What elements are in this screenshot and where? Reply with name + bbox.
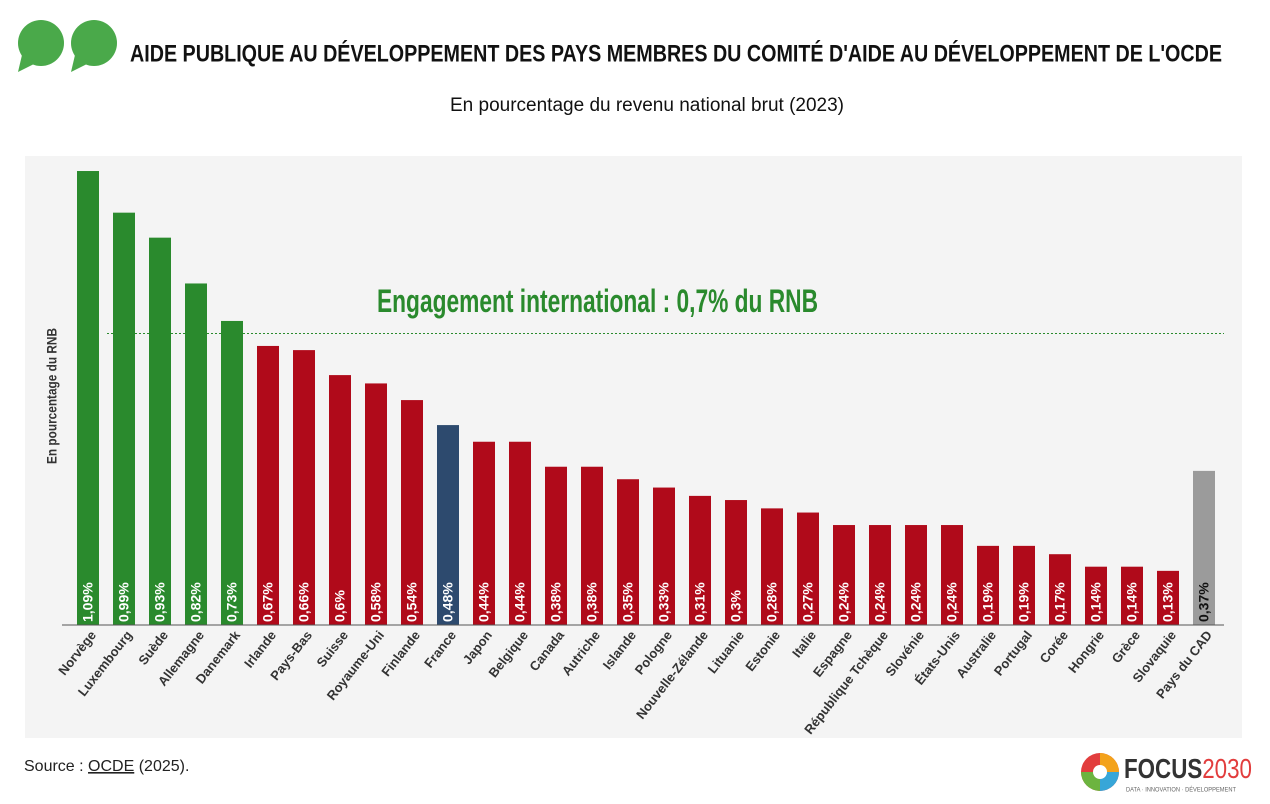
source: Source : OCDE (2025). bbox=[24, 758, 189, 775]
value-label: 0,14% bbox=[1088, 582, 1104, 622]
logo-tagline: DATA · INNOVATION · DÉVELOPPEMENT bbox=[1126, 787, 1236, 794]
value-label: 0,37% bbox=[1196, 582, 1212, 622]
value-label: 0,44% bbox=[476, 582, 492, 622]
value-label: 0,38% bbox=[548, 582, 564, 622]
value-label: 0,14% bbox=[1124, 582, 1140, 622]
value-label: 0,3% bbox=[728, 590, 744, 622]
bar bbox=[257, 345, 279, 625]
bar bbox=[545, 466, 567, 625]
bar bbox=[365, 383, 387, 625]
value-label: 0,19% bbox=[980, 582, 996, 622]
bar bbox=[1049, 554, 1071, 625]
logo-name: FOCUS bbox=[1124, 753, 1202, 784]
bar bbox=[581, 466, 603, 625]
bar bbox=[1193, 470, 1215, 625]
bar bbox=[437, 425, 459, 625]
bar bbox=[1157, 570, 1179, 625]
bar bbox=[113, 212, 135, 626]
bar bbox=[905, 525, 927, 625]
bar bbox=[1013, 545, 1035, 625]
value-label: 0,31% bbox=[692, 582, 708, 622]
value-label: 0,35% bbox=[620, 582, 636, 622]
chart-subtitle: En pourcentage du revenu national brut (… bbox=[450, 95, 844, 116]
value-label: 0,48% bbox=[440, 582, 456, 622]
value-label: 0,24% bbox=[836, 582, 852, 622]
bar bbox=[509, 441, 531, 625]
bar bbox=[77, 171, 99, 625]
bar bbox=[797, 512, 819, 625]
reference-label: Engagement international : 0,7% du RNB bbox=[377, 283, 818, 319]
bar bbox=[473, 441, 495, 625]
value-label: 0,13% bbox=[1160, 582, 1176, 622]
bar bbox=[617, 479, 639, 625]
value-label: 0,28% bbox=[764, 582, 780, 622]
source-suffix: (2025). bbox=[134, 758, 189, 775]
value-label: 0,99% bbox=[116, 582, 132, 622]
bar bbox=[293, 350, 315, 625]
value-label: 0,17% bbox=[1052, 582, 1068, 622]
value-label: 1,09% bbox=[80, 582, 96, 622]
value-label: 0,58% bbox=[368, 582, 384, 622]
chart-title: AIDE PUBLIQUE AU DÉVELOPPEMENT DES PAYS … bbox=[130, 39, 1222, 67]
value-label: 0,24% bbox=[872, 582, 888, 622]
bar bbox=[1085, 566, 1107, 625]
source-link[interactable]: OCDE bbox=[88, 758, 134, 775]
value-label: 0,19% bbox=[1016, 582, 1032, 622]
bar bbox=[869, 525, 891, 625]
logo-year: 2030 bbox=[1202, 753, 1252, 784]
value-label: 0,38% bbox=[584, 582, 600, 622]
bar bbox=[185, 283, 207, 625]
bar bbox=[329, 375, 351, 625]
bar bbox=[401, 400, 423, 625]
value-label: 0,73% bbox=[224, 582, 240, 622]
bar bbox=[977, 545, 999, 625]
bar bbox=[725, 500, 747, 625]
value-label: 0,54% bbox=[404, 582, 420, 622]
bar bbox=[689, 495, 711, 625]
value-label: 0,44% bbox=[512, 582, 528, 622]
value-label: 0,24% bbox=[944, 582, 960, 622]
value-label: 0,82% bbox=[188, 582, 204, 622]
value-label: 0,6% bbox=[332, 590, 348, 622]
logo-text: FOCUS2030 bbox=[1124, 753, 1252, 784]
value-label: 0,27% bbox=[800, 582, 816, 622]
value-label: 0,93% bbox=[152, 582, 168, 622]
y-axis-title: En pourcentage du RNB bbox=[44, 328, 60, 464]
bar bbox=[941, 525, 963, 625]
bar bbox=[149, 237, 171, 625]
bar bbox=[221, 320, 243, 625]
bar bbox=[653, 487, 675, 625]
quote-icon bbox=[18, 20, 117, 72]
value-label: 0,67% bbox=[260, 582, 276, 622]
bar bbox=[761, 508, 783, 625]
bar bbox=[833, 525, 855, 625]
value-label: 0,33% bbox=[656, 582, 672, 622]
logo-mark bbox=[1081, 753, 1119, 791]
value-label: 0,24% bbox=[908, 582, 924, 622]
bar bbox=[1121, 566, 1143, 625]
value-label: 0,66% bbox=[296, 582, 312, 622]
source-prefix: Source : bbox=[24, 758, 88, 775]
